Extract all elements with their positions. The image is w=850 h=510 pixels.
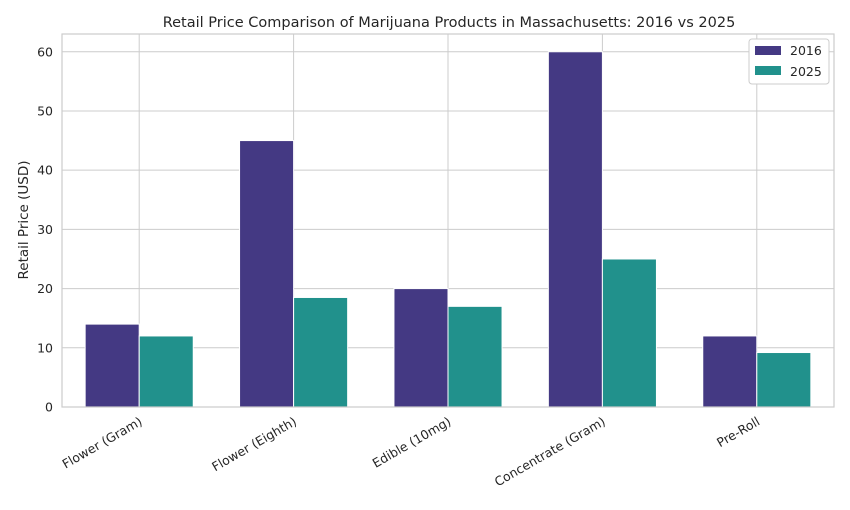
bar-2025-4: [756, 352, 812, 408]
bar-2025-0: [138, 335, 194, 408]
y-tick-label: 50: [37, 103, 53, 118]
bar-2016-3: [547, 51, 603, 408]
x-tick-label: Concentrate (Gram): [492, 414, 608, 490]
x-tick-label: Edible (10mg): [370, 414, 454, 471]
y-tick-label: 20: [37, 281, 53, 296]
y-axis-label: Retail Price (USD): [16, 160, 32, 279]
bar-2016-0: [84, 323, 140, 408]
chart-title: Retail Price Comparison of Marijuana Pro…: [163, 15, 736, 31]
bar-2016-2: [393, 288, 449, 408]
bar-2016-4: [702, 335, 758, 408]
y-tick-label: 60: [37, 44, 53, 59]
y-tick-label: 0: [45, 400, 53, 415]
legend-label-2016: 2016: [790, 43, 822, 58]
bar-2016-1: [239, 140, 295, 408]
bars: [84, 51, 812, 408]
y-axis-ticks: 0 10 20 30 40 50 60: [37, 44, 53, 414]
bar-2025-3: [601, 258, 657, 408]
y-tick-label: 10: [37, 340, 53, 355]
x-tick-label: Pre-Roll: [714, 414, 762, 451]
x-axis-ticks: Flower (Gram) Flower (Eighth) Edible (10mg…: [59, 414, 762, 490]
y-tick-label: 40: [37, 163, 53, 178]
legend: 2016 2025: [748, 38, 830, 85]
bar-2025-1: [293, 296, 349, 408]
legend-swatch-2025: [755, 66, 781, 75]
bar-2025-2: [447, 305, 503, 408]
plot-frame: [61, 33, 835, 408]
x-tick-label: Flower (Gram): [59, 414, 144, 472]
legend-swatch-2016: [755, 46, 781, 55]
legend-label-2025: 2025: [790, 64, 822, 79]
x-tick-label: Flower (Eighth): [209, 414, 299, 475]
y-tick-label: 30: [37, 222, 53, 237]
